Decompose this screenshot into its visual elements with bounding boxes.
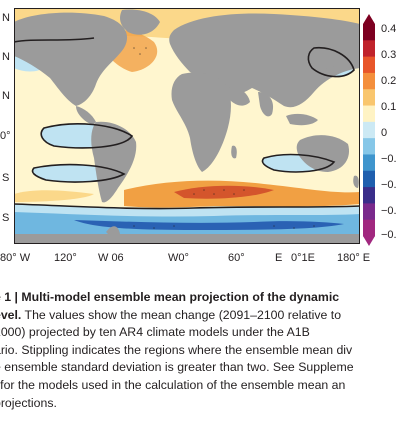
colorbar-tick-6: −0. [381,153,397,165]
southern-positive-west [14,190,94,202]
colorbar-segment [363,40,375,58]
lon-label-3: W 06 [98,252,124,264]
colorbar-segment [363,203,375,221]
sea-level-change-map [14,8,360,244]
lon-label-1: 80° W [0,252,31,264]
maritime-continent [286,113,318,126]
caption-title: e 1 | Multi-model ensemble mean projecti… [0,290,340,304]
colorbar-segment [363,56,375,74]
central-america [76,106,96,125]
greenland [120,9,160,35]
north-america [14,12,128,106]
colorbar-tick-7: −0. [381,179,397,191]
colorbar-segment [363,154,375,172]
japan [325,58,334,74]
colorbar-tick-2: 0.3 [381,49,397,61]
colorbar-min-arrow [363,236,375,246]
lat-label-6: S [2,212,10,224]
antarctica [14,234,360,244]
madagascar [231,145,237,159]
lat-label-5: S [2,172,10,184]
colorbar [363,14,375,246]
lon-label-7: 0°1E [291,252,315,264]
lat-label-1: N [2,12,10,24]
caption-line-3: 2000) projected by ten AR4 climate model… [0,325,310,340]
colorbar-segment [363,170,375,188]
continents [14,9,360,240]
caption-text-2: The values show the mean change (2091–21… [21,307,342,322]
caption-line-2: evel. The values show the mean change (2… [0,307,400,325]
lat-label-4: 0° [0,130,11,142]
arabia [228,87,250,106]
colorbar-segment [363,24,375,41]
southern-positive-core [174,185,274,199]
lon-label-4: W0° [168,252,189,264]
colorbar-tick-8: −0. [381,205,397,217]
caption-line-6: l for the models used in the calculation… [0,377,346,392]
africa [171,72,231,172]
caption-title-end: evel. [0,307,22,322]
figure-panel: N N N 0° S S 80° W 120° W 06 W0° 60° E 0… [0,8,397,264]
lon-label-2: 120° [54,252,77,264]
stippling [133,47,315,229]
southern-negative-strong [74,220,344,230]
caption-line-5: e ensemble standard deviation is greater… [0,360,354,375]
lon-label-8: 180° E [337,252,371,264]
colorbar-tick-3: 0.2 [381,75,397,87]
colorbar-tick-9: −0. [381,229,397,241]
map-frame [14,8,360,244]
colorbar-tick-4: 0.1 [381,101,397,113]
colorbar-segment [363,187,375,204]
caption-line-1: e 1 | Multi-model ensemble mean projecti… [0,289,400,307]
colorbar-segment [363,219,375,237]
lat-label-3: N [2,90,10,102]
colorbar-segment [363,72,375,90]
colorbar-segment [363,105,375,123]
antarctic-peninsula [106,226,120,240]
colorbar-segment [363,89,375,107]
india [258,92,274,117]
australia [296,135,350,172]
colorbar-segment [363,138,375,155]
lon-label-6: E [275,252,283,264]
colorbar-max-arrow [363,14,375,24]
colorbar-segment [363,121,375,139]
figure-caption: e 1 | Multi-model ensemble mean projecti… [0,289,400,412]
colorbar-tick-1: 0.4 [381,23,397,35]
colorbar-tick-5: 0 [381,127,388,139]
lon-label-5: 60° [228,252,245,264]
lat-label-2: N [2,51,10,63]
zero-contours [14,37,360,210]
caption-line-4: ario. Stippling indicates the regions wh… [0,342,353,357]
new-zealand [353,175,359,188]
caption-line-7: projections. [0,395,57,410]
